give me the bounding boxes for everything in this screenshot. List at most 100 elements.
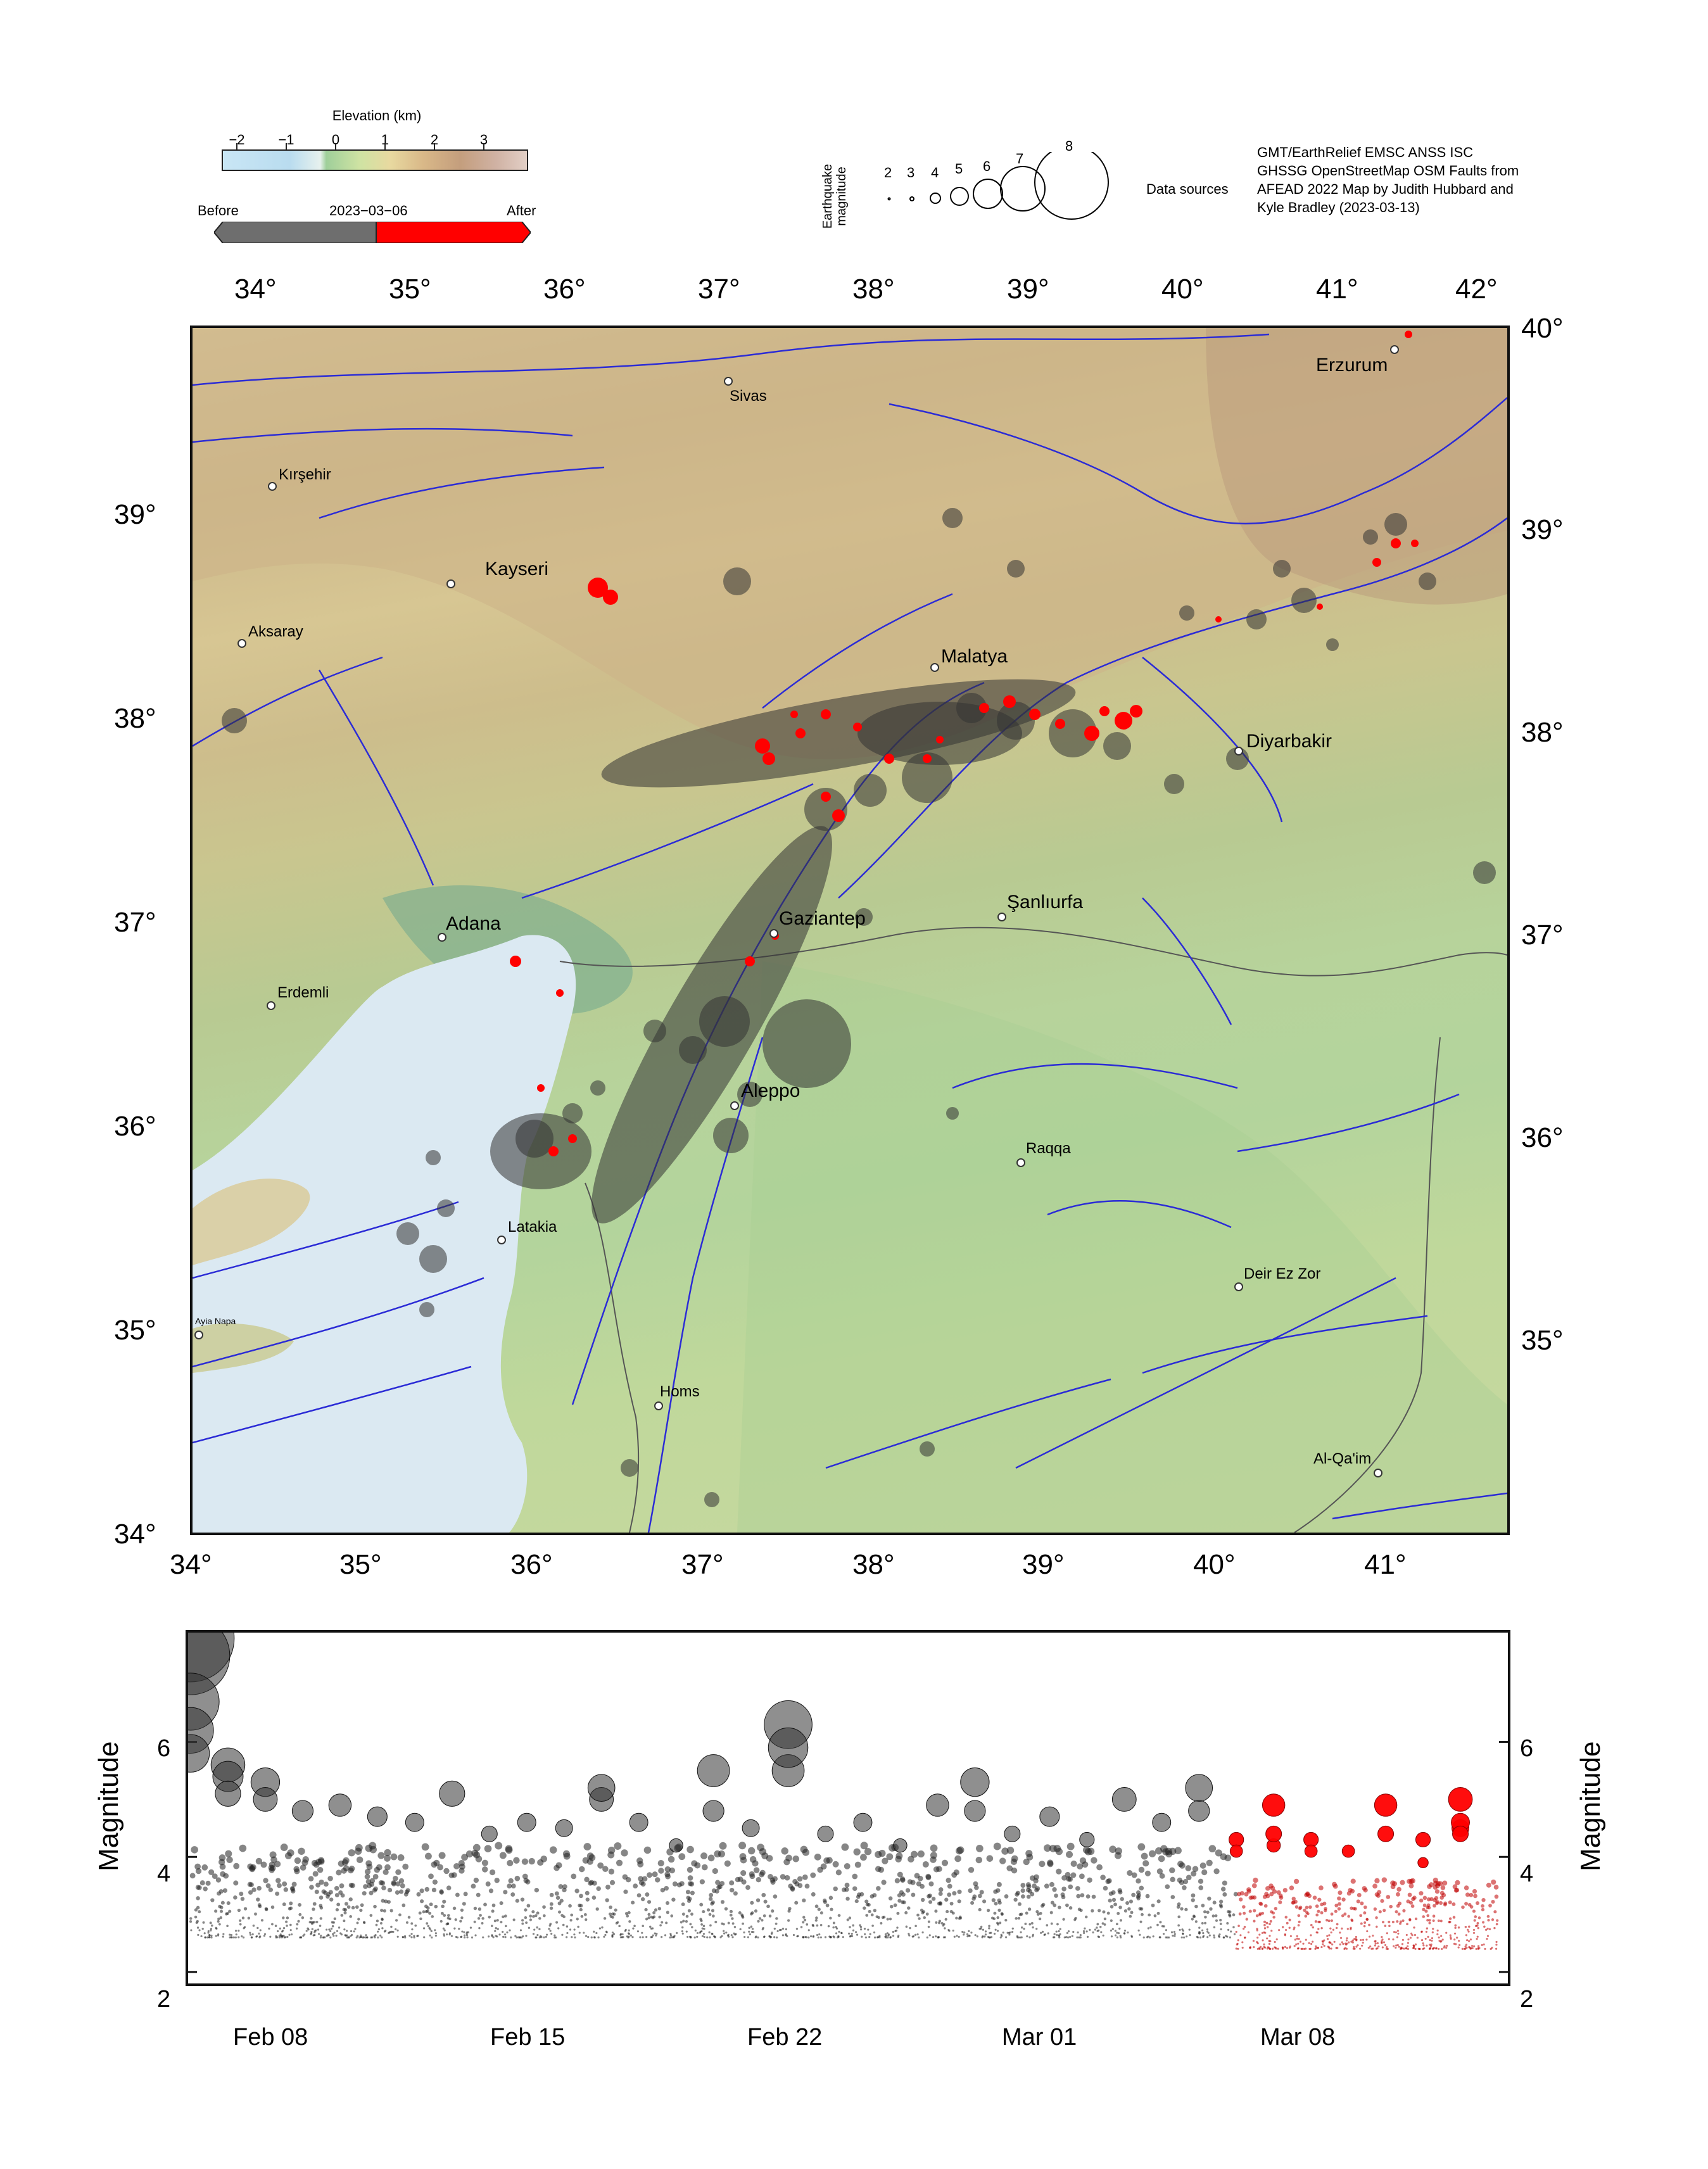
minor-event-marker <box>873 1931 876 1934</box>
minor-event-marker <box>282 1902 286 1906</box>
magnitude-legend-value: 2 <box>884 165 892 180</box>
minor-event-marker <box>1079 1936 1082 1938</box>
minor-event-marker <box>1262 1939 1264 1942</box>
minor-event-marker <box>1298 1906 1302 1911</box>
minor-event-marker <box>1246 1888 1251 1894</box>
minor-event-marker <box>241 1935 243 1938</box>
minor-event-marker <box>281 1930 284 1933</box>
minor-event-marker <box>344 1934 346 1937</box>
minor-event-marker <box>952 1929 954 1932</box>
minor-event-marker <box>347 1936 350 1938</box>
minor-event-marker <box>329 1897 334 1902</box>
quake-before-marker <box>1039 1806 1060 1827</box>
minor-event-marker <box>1162 1933 1165 1935</box>
minor-event-marker <box>731 1917 734 1920</box>
minor-event-marker <box>1424 1937 1427 1940</box>
minor-event-marker <box>220 1900 225 1905</box>
minor-event-marker <box>226 1901 231 1906</box>
minor-event-marker <box>1317 1920 1320 1923</box>
minor-event-marker <box>1079 1857 1087 1864</box>
minor-event-marker <box>1382 1941 1386 1944</box>
minor-event-marker <box>708 1897 713 1901</box>
minor-event-marker <box>865 1902 870 1907</box>
minor-event-marker <box>681 1913 685 1916</box>
minor-event-marker <box>1026 1894 1031 1899</box>
minor-event-marker <box>1326 1938 1329 1940</box>
minor-event-marker <box>1425 1930 1427 1933</box>
minor-event-marker <box>976 1935 978 1938</box>
minor-event-marker <box>1130 1935 1133 1937</box>
quake-before-marker <box>188 1734 210 1773</box>
minor-event-marker <box>364 1868 371 1875</box>
minor-event-marker <box>507 1883 512 1889</box>
minor-event-marker <box>641 1932 643 1934</box>
minor-event-marker <box>1426 1944 1428 1947</box>
minor-event-marker <box>1096 1864 1103 1871</box>
minor-event-marker <box>377 1852 385 1859</box>
minor-event-marker <box>886 1918 889 1921</box>
minor-event-marker <box>383 1909 386 1913</box>
minor-event-marker <box>1146 1936 1149 1938</box>
minor-event-marker <box>1117 1912 1120 1915</box>
minor-event-marker <box>916 1881 921 1887</box>
minor-event-marker <box>1476 1924 1479 1927</box>
minor-event-marker <box>1220 1887 1226 1892</box>
minor-event-marker <box>558 1910 562 1914</box>
minor-event-marker <box>1455 1880 1460 1885</box>
minor-event-marker <box>1334 1909 1338 1913</box>
minor-event-marker <box>1266 1937 1268 1940</box>
minor-event-marker <box>1304 1914 1308 1918</box>
minor-event-marker <box>1177 1915 1180 1919</box>
y-axis-label-right: Magnitude <box>1575 1741 1606 1871</box>
minor-event-marker <box>1346 1928 1349 1930</box>
minor-event-marker <box>1035 1928 1038 1930</box>
quake-after-marker <box>1448 1786 1473 1812</box>
minor-event-marker <box>852 1886 857 1891</box>
minor-event-marker <box>948 1930 951 1932</box>
minor-event-marker <box>330 1927 333 1930</box>
minor-event-marker <box>1068 1884 1073 1890</box>
minor-event-marker <box>210 1898 215 1902</box>
minor-event-marker <box>768 1874 773 1880</box>
minor-event-marker <box>920 1908 924 1912</box>
minor-event-marker <box>290 1886 295 1891</box>
minor-event-marker <box>825 1903 830 1907</box>
minor-event-marker <box>354 1928 357 1930</box>
minor-event-marker <box>1491 1899 1495 1904</box>
minor-event-marker <box>1123 1932 1125 1935</box>
mountain-terrain <box>1206 328 1507 605</box>
quake-after-marker <box>1417 1857 1429 1869</box>
minor-event-marker <box>1330 1919 1333 1922</box>
minor-event-marker <box>476 1892 481 1897</box>
minor-event-marker <box>877 1916 880 1919</box>
minor-event-marker <box>473 1877 479 1883</box>
minor-event-marker <box>1258 1947 1261 1951</box>
minor-event-marker <box>681 1930 683 1933</box>
minor-event-marker <box>205 1880 211 1886</box>
minor-event-marker <box>1256 1941 1258 1944</box>
minor-event-marker <box>639 1936 642 1938</box>
minor-event-marker <box>1334 1904 1339 1907</box>
minor-event-marker <box>787 1919 790 1922</box>
minor-event-marker <box>571 1873 577 1880</box>
minor-event-marker <box>888 1896 893 1900</box>
minor-event-marker <box>319 1879 324 1885</box>
minor-event-marker <box>1469 1892 1474 1897</box>
minor-event-marker <box>1199 1862 1206 1869</box>
minor-event-marker <box>1454 1926 1457 1929</box>
minor-event-marker <box>1331 1943 1334 1945</box>
minor-event-marker <box>953 1935 956 1938</box>
quake-before-marker <box>367 1806 388 1827</box>
magnitude-legend-value: 4 <box>931 165 939 180</box>
minor-event-marker <box>1131 1892 1136 1897</box>
minor-event-marker <box>993 1911 997 1915</box>
minor-event-marker <box>509 1929 511 1932</box>
minor-event-marker <box>349 1915 352 1918</box>
elevation-tickmark <box>483 143 484 149</box>
minor-event-marker <box>350 1930 353 1933</box>
minor-event-marker <box>1450 1937 1452 1940</box>
minor-event-marker <box>461 1930 464 1933</box>
minor-event-marker <box>949 1901 954 1906</box>
minor-event-marker <box>397 1854 405 1861</box>
minor-event-marker <box>243 1907 248 1911</box>
